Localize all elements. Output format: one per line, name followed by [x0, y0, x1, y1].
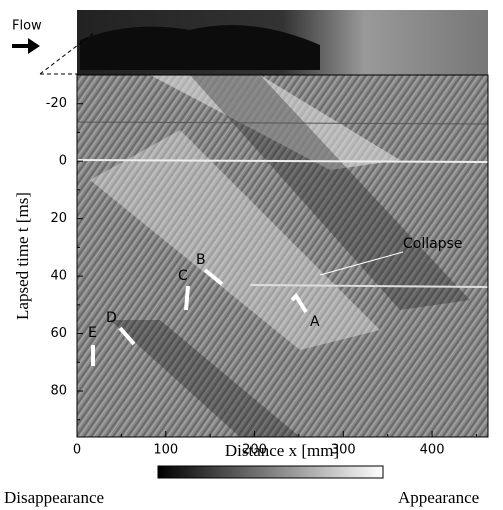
annotation-arrow	[290, 292, 308, 314]
flow-photo-shape	[80, 25, 320, 70]
dark-band	[190, 75, 470, 310]
y-tick-label: 60	[50, 326, 67, 341]
x-tick-label: 300	[331, 443, 356, 458]
x-tick-label: 200	[242, 443, 267, 458]
annotation: Collapse	[403, 236, 463, 252]
x-tick-label: 400	[420, 443, 445, 458]
streak-line	[77, 159, 488, 163]
y-tick-label: 20	[50, 211, 67, 226]
y-axis-label: Lapsed time t [ms]	[13, 192, 32, 320]
y-tick-label: 0	[59, 154, 67, 169]
streak-line	[77, 121, 488, 125]
streak-line	[249, 284, 488, 288]
x-axis-label: Distance x [mm]	[225, 441, 339, 460]
colorbar-low-label: Disappearance	[4, 488, 104, 507]
y-tick-label: 40	[50, 269, 67, 284]
colorbar	[157, 465, 384, 479]
xt-features	[77, 75, 488, 437]
y-tick-label: 80	[50, 384, 67, 399]
flow-arrow	[12, 38, 40, 54]
flow-label: Flow	[12, 19, 42, 34]
annotation-leader	[319, 251, 404, 276]
annotation: E	[88, 325, 97, 341]
annotation: C	[178, 268, 188, 284]
bright-band	[90, 130, 380, 350]
annotation-arrow	[184, 285, 190, 311]
dark-band	[110, 320, 300, 437]
annotation-arrow	[118, 326, 136, 346]
annotation: B	[196, 252, 206, 268]
x-tick-label: 100	[153, 443, 178, 458]
annotation: A	[310, 314, 320, 330]
x-tick-label: 0	[73, 443, 81, 458]
plot-frame	[76, 74, 489, 438]
dash-line	[39, 31, 96, 75]
annotation-arrow	[203, 268, 224, 286]
y-tick-label: -20	[46, 96, 67, 111]
annotation: D	[106, 310, 117, 326]
colorbar-high-label: Appearance	[398, 488, 479, 507]
